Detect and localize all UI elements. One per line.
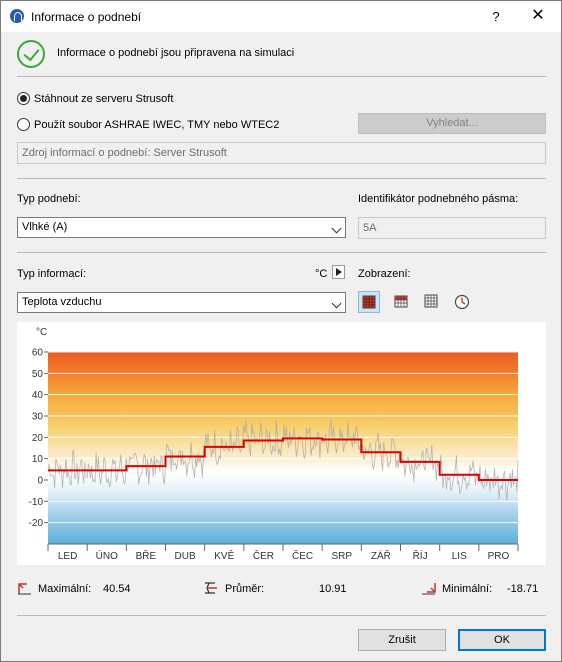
- y-tick-label: 0: [37, 476, 43, 487]
- x-tick-label: PRO: [488, 551, 510, 562]
- radio-server[interactable]: [17, 92, 30, 105]
- x-tick-label: ÚNO: [96, 549, 118, 562]
- display-label: Zobrazení:: [358, 268, 411, 280]
- y-axis-unit: °C: [36, 327, 47, 338]
- x-tick-label: SRP: [331, 551, 352, 562]
- help-button[interactable]: ?: [492, 9, 500, 24]
- divider: [17, 178, 546, 179]
- x-tick-label: ŘÍJ: [413, 549, 428, 562]
- y-tick-label: 20: [32, 433, 44, 444]
- min-value: -18.71: [507, 583, 539, 595]
- ok-button[interactable]: OK: [458, 629, 546, 651]
- divider: [17, 615, 546, 616]
- average-value: 10.91: [319, 583, 347, 595]
- grid-large-icon: [362, 295, 376, 309]
- grid-medium-icon: [394, 295, 408, 308]
- divider: [17, 252, 546, 253]
- x-tick-label: DUB: [175, 551, 196, 562]
- x-tick-label: ZÁŘ: [371, 549, 391, 562]
- title-bar: Informace o podnebí ? ✕: [1, 1, 561, 32]
- x-tick-label: LIS: [452, 551, 467, 562]
- y-tick-label: -10: [29, 497, 44, 508]
- browse-button[interactable]: Vyhledat...: [358, 113, 546, 134]
- climate-type-value: Vlhké (A): [22, 221, 68, 233]
- grid-small-icon: [424, 294, 438, 308]
- chevron-down-icon: [331, 223, 342, 234]
- min-icon: [422, 583, 436, 595]
- max-label: Maximální:: [38, 583, 92, 595]
- play-icon: [336, 268, 342, 276]
- y-tick-label: 60: [32, 348, 44, 359]
- average-icon: [205, 582, 217, 594]
- x-tick-label: BŘE: [136, 549, 157, 562]
- info-type-select[interactable]: Teplota vzduchu: [17, 292, 346, 313]
- max-icon: [18, 583, 31, 595]
- check-circle-icon: [17, 40, 45, 68]
- climate-type-label: Typ podnebí:: [17, 193, 81, 205]
- radio-file[interactable]: [17, 118, 30, 131]
- info-type-label: Typ informací:: [17, 268, 87, 280]
- source-info-field: Zdroj informací o podnebí: Server Struso…: [17, 142, 546, 164]
- radio-file-label[interactable]: Použít soubor ASHRAE IWEC, TMY nebo WTEC…: [34, 119, 280, 131]
- y-tick-label: 10: [32, 454, 44, 465]
- unit-toggle-button[interactable]: [332, 265, 345, 279]
- info-type-value: Teplota vzduchu: [22, 296, 102, 308]
- close-button[interactable]: ✕: [531, 7, 545, 24]
- radio-server-label[interactable]: Stáhnout ze serveru Strusoft: [34, 93, 174, 105]
- y-tick-label: 40: [32, 390, 44, 401]
- plot-background: [48, 352, 518, 544]
- y-tick-label: 30: [32, 412, 44, 423]
- x-tick-label: KVĚ: [214, 549, 234, 562]
- x-tick-label: ČEC: [292, 549, 313, 562]
- divider: [17, 76, 546, 77]
- window-title: Informace o podnebí: [31, 10, 142, 24]
- display-mode-grid-small[interactable]: [421, 291, 443, 313]
- x-tick-label: LED: [58, 551, 77, 562]
- min-label: Minimální:: [442, 583, 493, 595]
- display-mode-clock[interactable]: [451, 291, 473, 313]
- x-tick-label: ČER: [253, 549, 274, 562]
- temperature-chart-svg: 60 50 40 30 20 10 0 -10 -20 LED ÚNO BŘE DUB KVĚ ČER ČE…: [29, 327, 519, 562]
- average-label: Průměr:: [225, 583, 265, 595]
- y-tick-label: 50: [32, 369, 44, 380]
- monthly-average-line: [48, 437, 518, 481]
- clock-icon: [454, 294, 470, 310]
- temperature-chart: 60 50 40 30 20 10 0 -10 -20 LED ÚNO BŘE DUB KVĚ ČER ČE…: [17, 322, 546, 565]
- chevron-down-icon: [331, 298, 342, 309]
- y-tick-label: -20: [29, 518, 44, 529]
- app-icon: [10, 9, 24, 23]
- max-value: 40.54: [103, 583, 131, 595]
- zone-id-field: 5A: [358, 217, 546, 239]
- cancel-button[interactable]: Zrušit: [358, 629, 446, 651]
- unit-label: °C: [315, 268, 328, 280]
- display-mode-grid-medium[interactable]: [391, 291, 413, 313]
- climate-type-select[interactable]: Vlhké (A): [17, 217, 346, 238]
- zone-id-label: Identifikátor podnebného pásma:: [358, 193, 519, 205]
- status-message: Informace o podnebí jsou připravena na s…: [57, 47, 295, 59]
- display-mode-grid-large[interactable]: [358, 291, 380, 313]
- hourly-temperature-trace: [47, 419, 519, 501]
